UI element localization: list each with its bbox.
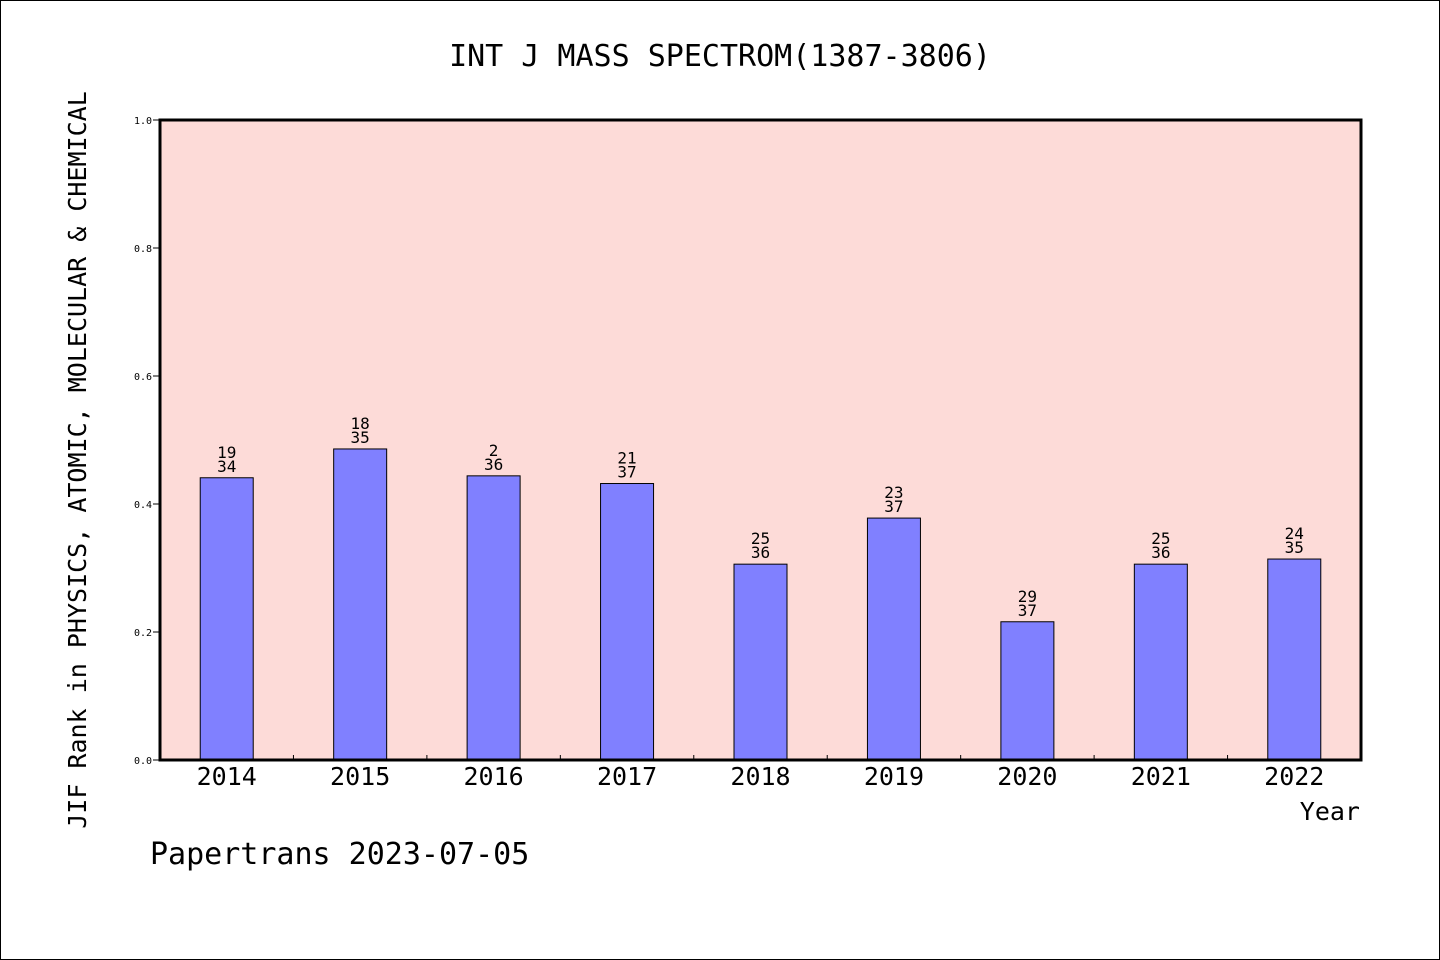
- bar-total-label: 35: [351, 428, 370, 447]
- bar-2019: [866, 517, 921, 761]
- y-tick-label: 0.8: [134, 244, 152, 255]
- bar-rank-label: 25: [751, 529, 770, 548]
- y-tick-label: 0.4: [134, 500, 152, 511]
- x-axis: 2014 2015 2016 2017 2018 2019 2020 2021 2022: [197, 755, 1324, 791]
- bar-2014: [199, 477, 254, 761]
- bar-total-label: 36: [751, 543, 770, 562]
- x-axis-label: Year: [1300, 797, 1360, 826]
- bar-2020: [1000, 621, 1055, 761]
- bar-total-label: 37: [617, 463, 636, 482]
- y-axis: 0.0 0.2 0.4 0.6 0.8 1.0: [134, 116, 160, 767]
- bar-total-label: 37: [884, 497, 903, 516]
- x-tick-label: 2020: [997, 762, 1057, 791]
- bar-rank-label: 25: [1151, 529, 1170, 548]
- y-axis-label: JIF Rank in PHYSICS, ATOMIC, MOLECULAR &…: [63, 91, 92, 829]
- bar-total-label: 36: [1151, 543, 1170, 562]
- x-tick-label: 2016: [464, 762, 524, 791]
- bar-total-label: 36: [484, 455, 503, 474]
- bar-rank-label: 18: [351, 414, 370, 433]
- x-tick-label: 2019: [864, 762, 924, 791]
- x-tick-label: 2017: [597, 762, 657, 791]
- bar-rank-label: 2: [489, 441, 499, 460]
- bar-2016: [466, 475, 521, 761]
- y-tick-label: 0.0: [134, 756, 152, 767]
- bar-rank-label: 24: [1285, 524, 1304, 543]
- bar-2022: [1267, 558, 1322, 761]
- bar-2015: [333, 448, 388, 761]
- bar-total-label: 34: [217, 457, 236, 476]
- chart-title: INT J MASS SPECTROM(1387-3806): [449, 39, 991, 74]
- x-tick-label: 2021: [1131, 762, 1191, 791]
- y-tick-label: 1.0: [134, 116, 152, 127]
- bar-2018: [733, 563, 788, 761]
- y-tick-label: 0.6: [134, 372, 152, 383]
- x-tick-label: 2022: [1264, 762, 1324, 791]
- bar-rank-label: 21: [617, 449, 636, 468]
- bar-total-label: 35: [1285, 538, 1304, 557]
- x-tick-label: 2018: [730, 762, 790, 791]
- y-tick-label: 0.2: [134, 628, 152, 639]
- bar-2021: [1133, 563, 1188, 761]
- bar-total-label: 37: [1018, 601, 1037, 620]
- bar-2017: [600, 483, 655, 761]
- footer-credit: Papertrans 2023-07-05: [150, 837, 529, 872]
- bar-rank-label: 23: [884, 483, 903, 502]
- bar-rank-label: 29: [1018, 587, 1037, 606]
- x-tick-label: 2015: [330, 762, 390, 791]
- plot-border: [158, 118, 1363, 762]
- bar-rank-label: 19: [217, 443, 236, 462]
- x-tick-label: 2014: [197, 762, 257, 791]
